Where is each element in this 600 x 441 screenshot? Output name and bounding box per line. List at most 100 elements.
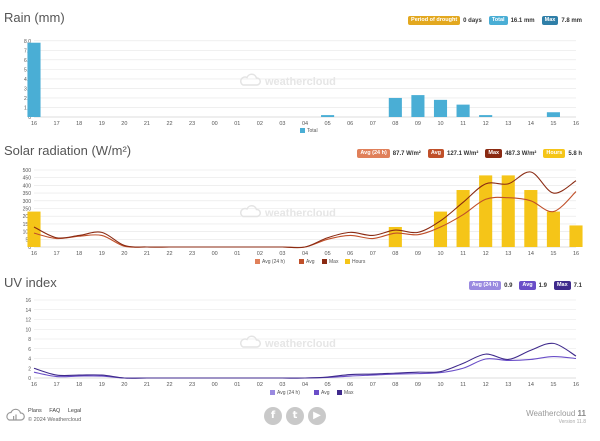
x-tick-label: 07 [370, 251, 376, 257]
bar-hours [501, 175, 515, 247]
x-tick-label: 16 [31, 382, 37, 388]
x-tick-label: 17 [54, 251, 60, 257]
solar-badges: Avg (24 h) 87.7 W/m² Avg 127.1 W/m² Max … [357, 149, 586, 158]
badge-max-label: Max [485, 149, 503, 158]
bar-hours [433, 211, 448, 247]
legend-swatch [337, 390, 342, 395]
badge-drought-value: 0 days [463, 17, 482, 24]
watermark-cloud-icon [240, 335, 261, 348]
x-tick-label: 15 [550, 251, 556, 257]
y-tick-label: 150 [23, 222, 32, 228]
x-tick-label: 18 [76, 382, 82, 388]
x-tick-label: 19 [99, 382, 105, 388]
x-tick-label: 15 [550, 382, 556, 388]
x-tick-label: 11 [460, 121, 466, 127]
y-tick-label: 0 [28, 115, 31, 121]
series-line-max [33, 171, 577, 249]
badge-max-value: 487.3 W/m² [505, 150, 537, 157]
x-tick-label: 14 [528, 121, 534, 127]
legend-swatch [300, 128, 305, 133]
x-tick-label: 10 [437, 251, 443, 257]
bar-total [388, 97, 402, 117]
x-tick-label: 12 [483, 251, 489, 257]
rain-badges: Period of drought 0 days Total 16.1 mm M… [408, 16, 586, 25]
watermark-text: weathercloud [264, 76, 336, 88]
legend-label: Avg [306, 259, 315, 265]
brand-name: Weathercloud [526, 409, 576, 418]
bar-total [321, 115, 335, 117]
badge-total-value: 16.1 mm [510, 17, 535, 24]
bar-total [546, 112, 560, 117]
bar-hours [524, 190, 538, 247]
watermark-text: weathercloud [264, 338, 336, 350]
brand: Weathercloud 11 [526, 409, 586, 418]
legend-label: Max [329, 259, 339, 265]
legend-label: Hours [352, 259, 366, 265]
footer: Plans FAQ Legal © 2024 Weathercloud f t … [0, 398, 600, 441]
x-tick-label: 05 [325, 382, 331, 388]
y-tick-label: 350 [23, 191, 32, 197]
y-tick-label: 2 [28, 366, 31, 372]
watermark-cloud-icon [240, 73, 261, 86]
x-tick-label: 21 [144, 251, 150, 257]
solar-section: Solar radiation (W/m²) Avg (24 h) 87.7 W… [0, 140, 600, 270]
x-tick-label: 16 [31, 121, 37, 127]
weathercloud-logo-icon [6, 408, 25, 421]
x-tick-label: 19 [99, 121, 105, 127]
watermark-text: weathercloud [264, 208, 336, 220]
x-tick-label: 19 [99, 251, 105, 257]
uv-section: UV index Avg (24 h) 0.9 Avg 1.9 Max 7.1 … [0, 270, 600, 398]
x-tick-label: 21 [144, 382, 150, 388]
x-tick-label: 05 [325, 251, 331, 257]
footer-link-legal[interactable]: Legal [67, 408, 82, 414]
legend-swatch [299, 259, 304, 264]
twitter-icon[interactable]: t [286, 407, 304, 425]
legend-label: Avg [321, 390, 330, 396]
y-tick-label: 12 [25, 318, 31, 324]
x-tick-label: 23 [189, 251, 195, 257]
bar-hours [388, 226, 402, 247]
version: Version 11.8 [558, 419, 586, 425]
x-tick-label: 05 [325, 121, 331, 127]
footer-links: Plans FAQ Legal [28, 408, 87, 414]
bar-hours [456, 190, 470, 247]
x-tick-label: 17 [54, 121, 60, 127]
bar-total [479, 115, 493, 117]
x-tick-label: 14 [528, 251, 534, 257]
x-tick-label: 23 [189, 121, 195, 127]
y-tick-label: 4 [28, 357, 31, 363]
solar-chart: 0501001502002503003504004505001617181920… [23, 168, 583, 265]
badge-uv-avg24-label: Avg (24 h) [468, 281, 502, 290]
y-tick-label: 0 [28, 245, 31, 251]
x-tick-label: 22 [166, 382, 172, 388]
x-tick-label: 11 [460, 382, 466, 388]
x-tick-label: 10 [437, 121, 443, 127]
series-line-max [33, 342, 577, 379]
y-tick-label: 16 [25, 298, 31, 304]
y-tick-label: 500 [23, 168, 32, 174]
footer-link-plans[interactable]: Plans [28, 408, 42, 414]
x-tick-label: 06 [347, 251, 353, 257]
x-tick-label: 14 [528, 382, 534, 388]
facebook-icon[interactable]: f [264, 407, 282, 425]
x-tick-label: 00 [212, 382, 218, 388]
x-tick-label: 12 [483, 121, 489, 127]
x-tick-label: 01 [234, 251, 240, 257]
y-tick-label: 200 [23, 214, 32, 220]
x-tick-label: 01 [234, 121, 240, 127]
badge-uv-avg24-value: 0.9 [504, 282, 513, 289]
x-tick-label: 00 [212, 121, 218, 127]
badge-uv-avg-value: 1.9 [538, 282, 547, 289]
x-tick-label: 15 [550, 121, 556, 127]
rain-title: Rain (mm) [4, 10, 65, 25]
youtube-icon[interactable]: ▶ [308, 407, 326, 425]
y-tick-label: 300 [23, 199, 32, 205]
x-tick-label: 16 [31, 251, 37, 257]
footer-link-faq[interactable]: FAQ [49, 408, 61, 414]
x-tick-label: 02 [257, 382, 263, 388]
x-tick-label: 06 [347, 382, 353, 388]
x-tick-label: 20 [121, 121, 127, 127]
bar-total [456, 104, 470, 117]
legend-swatch [314, 390, 319, 395]
x-tick-label: 03 [279, 382, 285, 388]
